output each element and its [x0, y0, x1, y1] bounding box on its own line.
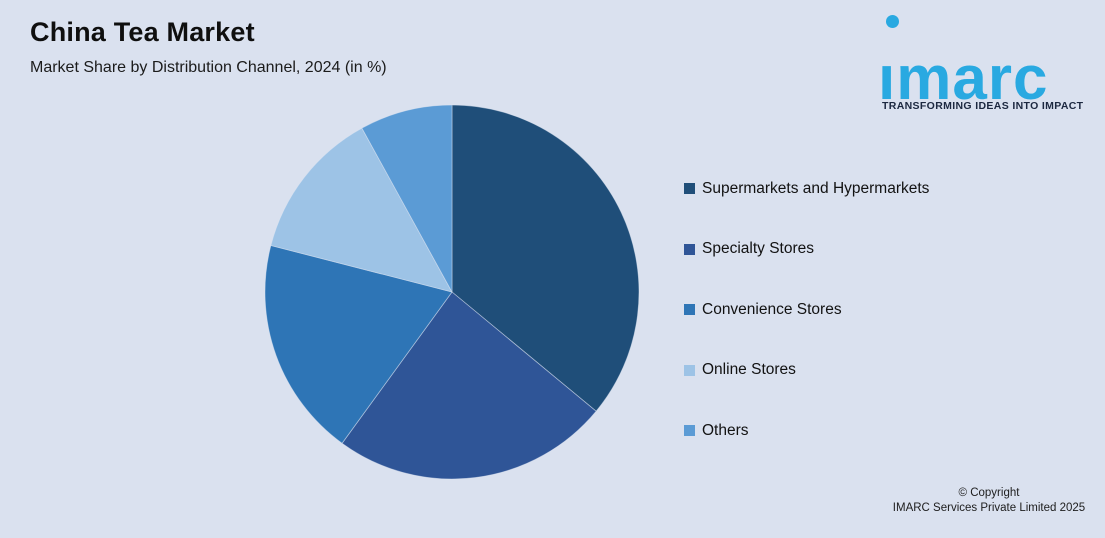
pie-slice-1 [341, 291, 597, 480]
legend-item-2: Convenience Stores [684, 299, 929, 320]
imarc-logo-text: ımarc [878, 44, 1049, 113]
legend-swatch-icon [684, 183, 695, 194]
legend-label: Supermarkets and Hypermarkets [702, 179, 930, 197]
pie-chart-container [264, 104, 640, 480]
legend: Supermarkets and Hypermarkets Specialty S… [684, 178, 929, 481]
pie-slice-0 [451, 104, 640, 412]
logo-dot-icon [886, 15, 899, 28]
imarc-logo-tagline: TRANSFORMING IDEAS INTO IMPACT [882, 100, 1084, 112]
legend-swatch-icon [684, 425, 695, 436]
copyright-line2: IMARC Services Private Limited 2025 [892, 502, 1086, 514]
legend-item-4: Others [684, 420, 929, 441]
page-subtitle: Market Share by Distribution Channel, 20… [30, 59, 387, 76]
legend-swatch-icon [684, 243, 695, 255]
pie-slice-4 [361, 104, 453, 293]
legend-label: Online Stores [702, 361, 796, 378]
copyright-line1: © Copyright [958, 487, 1020, 499]
copyright-notice: © Copyright IMARC Services Private Limit… [889, 486, 1089, 516]
legend-swatch-icon [684, 304, 695, 315]
page-title: China Tea Market [30, 17, 255, 47]
legend-swatch-icon [684, 364, 695, 376]
legend-label: Convenience Stores [702, 300, 842, 318]
pie-slice-3 [270, 127, 453, 293]
imarc-logo: ımarc TRANSFORMING IDEAS INTO IMPACT [878, 10, 1094, 112]
legend-item-3: Online Stores [684, 360, 929, 381]
pie-slice-2 [264, 245, 453, 444]
pie-chart [264, 104, 640, 480]
legend-item-1: Specialty Stores [684, 239, 929, 260]
legend-item-0: Supermarkets and Hypermarkets [684, 178, 929, 199]
legend-label: Specialty Stores [702, 240, 814, 257]
legend-label: Others [702, 421, 749, 439]
